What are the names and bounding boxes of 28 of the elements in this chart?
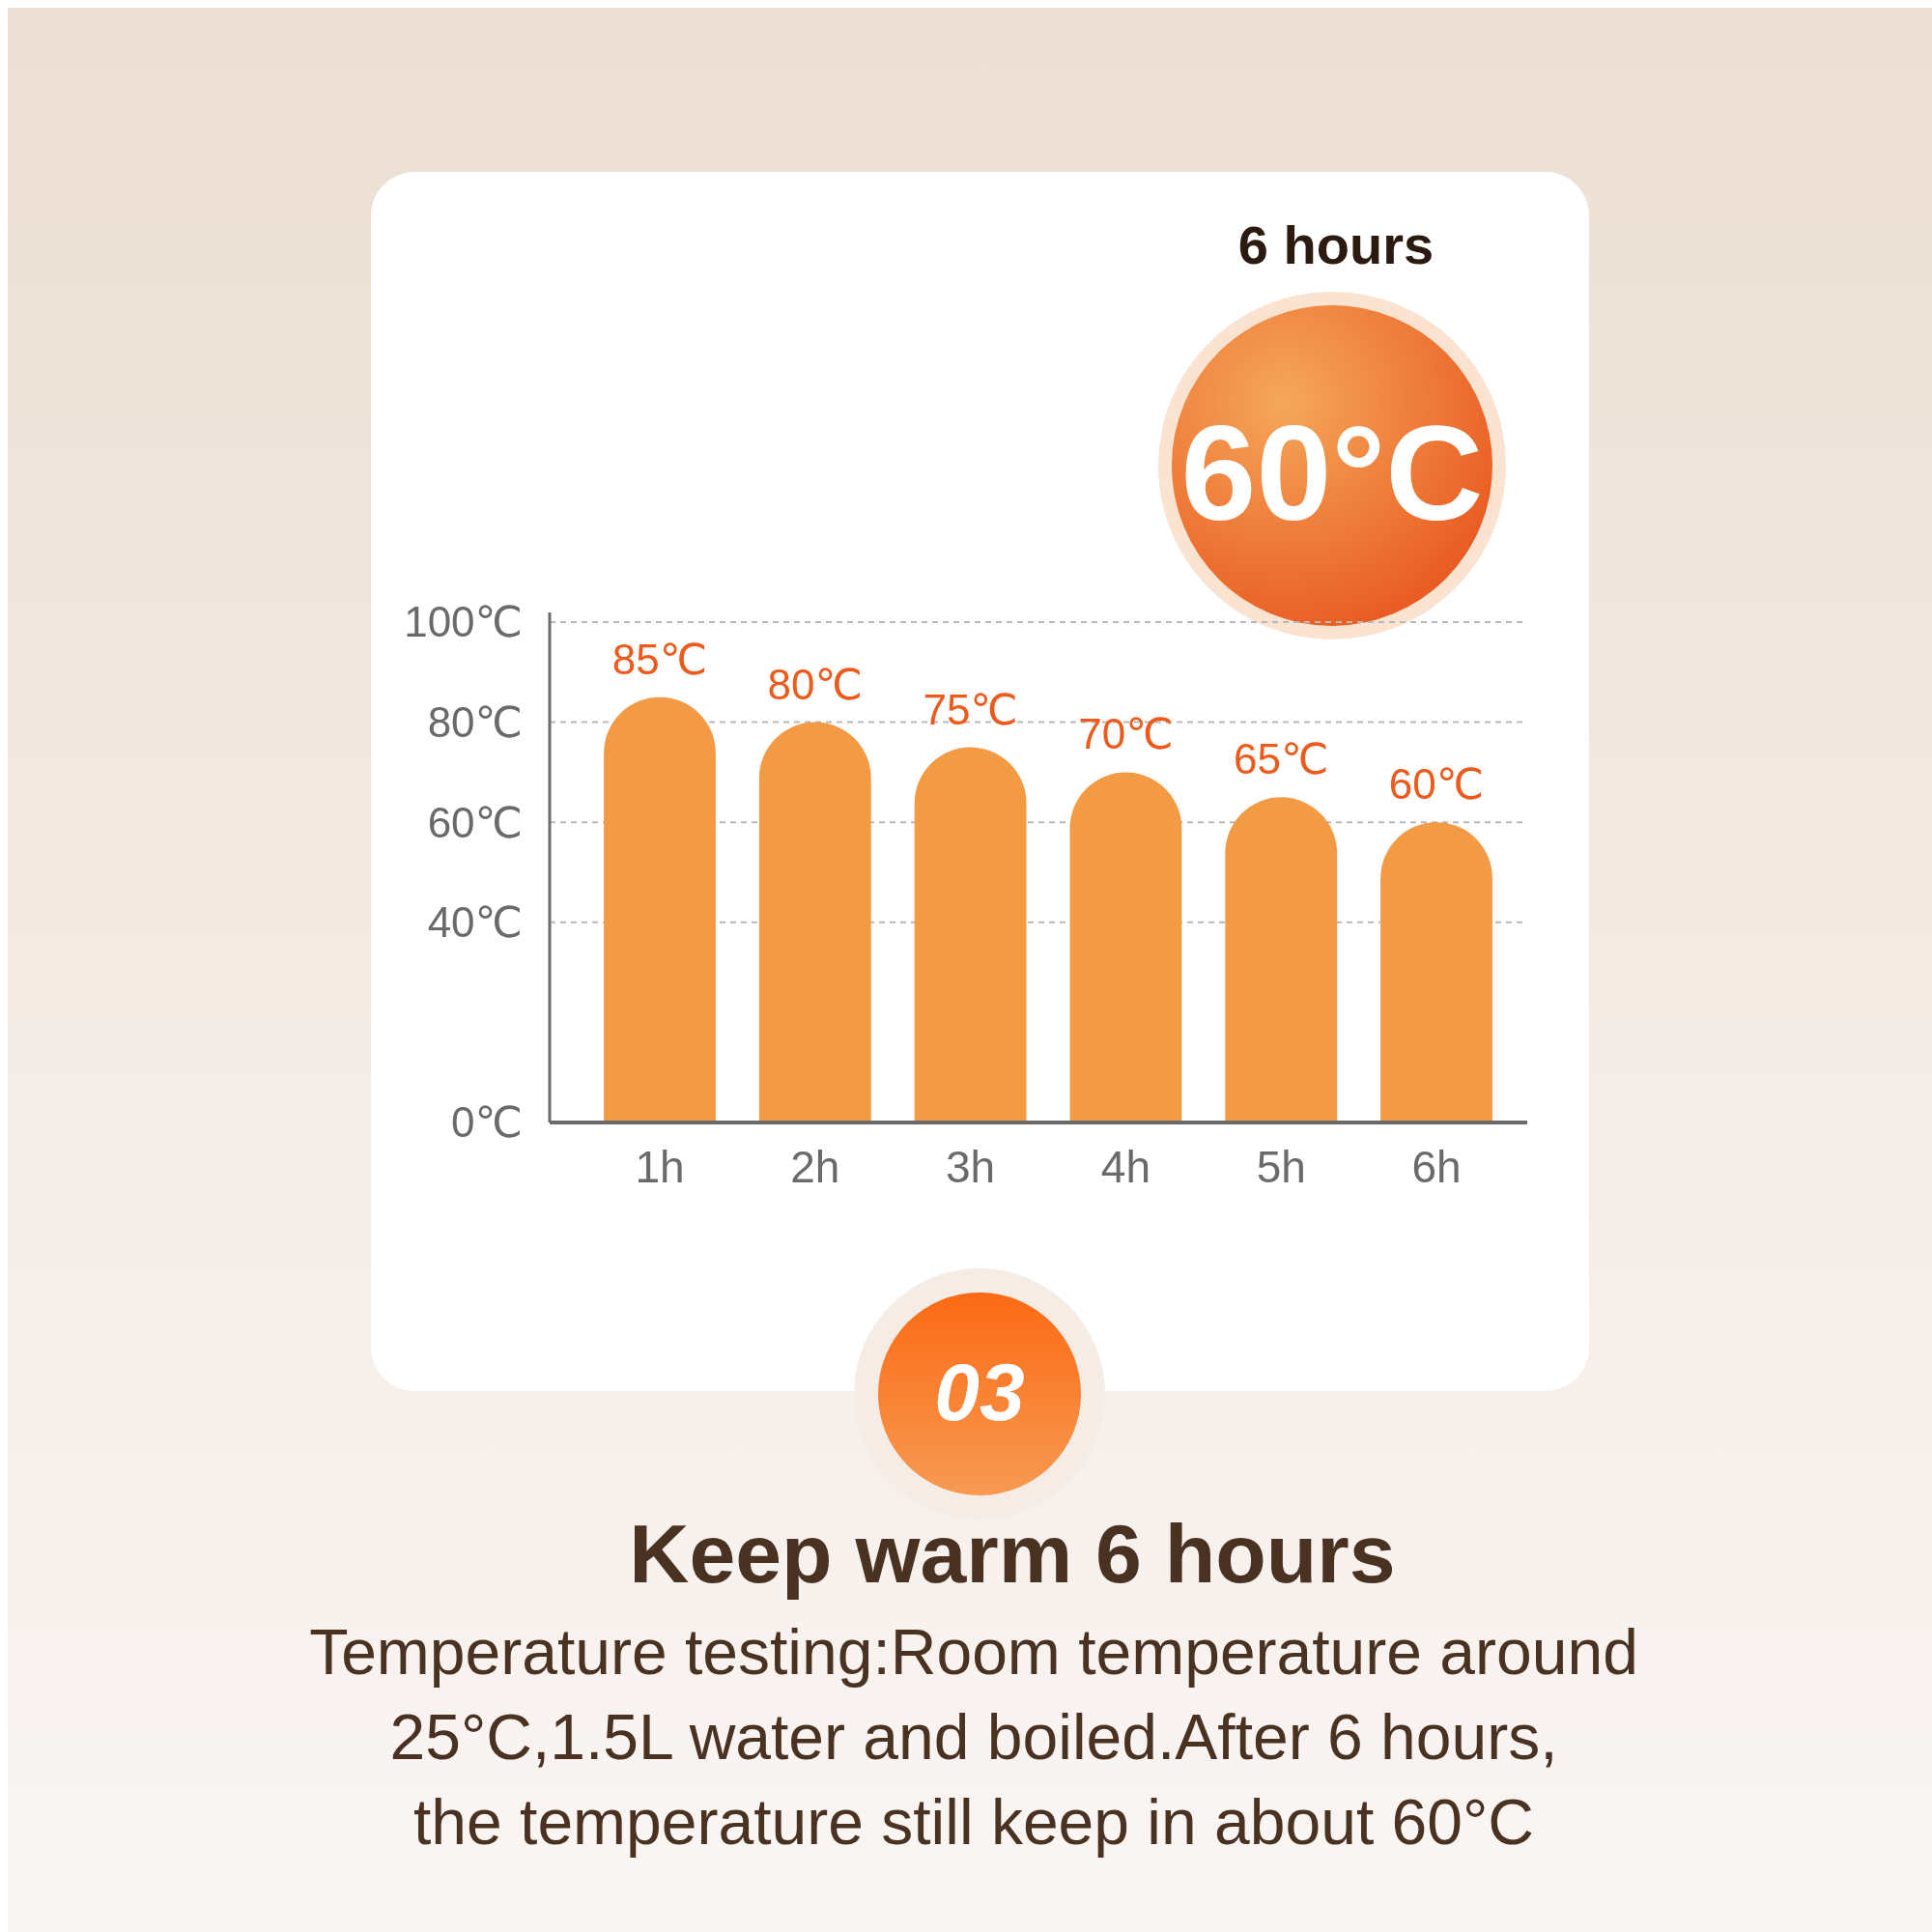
text: 03	[934, 1347, 1025, 1437]
bar	[1225, 797, 1338, 1122]
x-tick-label: 3h	[946, 1142, 996, 1192]
data-label: 70℃	[1078, 710, 1174, 758]
data-label: 60℃	[1388, 760, 1485, 809]
x-tick-label: 4h	[1100, 1142, 1151, 1192]
x-tick-label: 6h	[1411, 1142, 1462, 1192]
text: Temperature testing:Room temperature around 25°C,1.5L water and boiled.After 6 hours, the temperature still keep in about 60°C	[309, 1616, 1638, 1858]
bar	[1069, 772, 1182, 1122]
x-tick-label: 5h	[1256, 1142, 1306, 1192]
bar	[1380, 822, 1492, 1122]
y-tick-label: 100℃	[404, 598, 523, 646]
y-tick-label: 0℃	[451, 1098, 523, 1147]
bar	[604, 696, 716, 1122]
y-tick-label: 40℃	[427, 898, 523, 947]
data-label: 80℃	[767, 660, 863, 708]
text: 6 hours	[1237, 214, 1435, 275]
x-tick-label: 2h	[790, 1142, 840, 1192]
x-tick-label: 1h	[635, 1142, 685, 1192]
bar	[758, 722, 871, 1122]
bar	[914, 747, 1027, 1122]
data-label: 65℃	[1234, 735, 1329, 783]
y-tick-label: 80℃	[427, 698, 523, 746]
data-label: 75℃	[923, 685, 1018, 733]
text: 60°C	[1180, 397, 1484, 549]
y-tick-label: 60℃	[427, 798, 523, 846]
text: Keep warm 6 hours	[629, 1507, 1396, 1600]
data-label: 85℃	[611, 635, 708, 683]
